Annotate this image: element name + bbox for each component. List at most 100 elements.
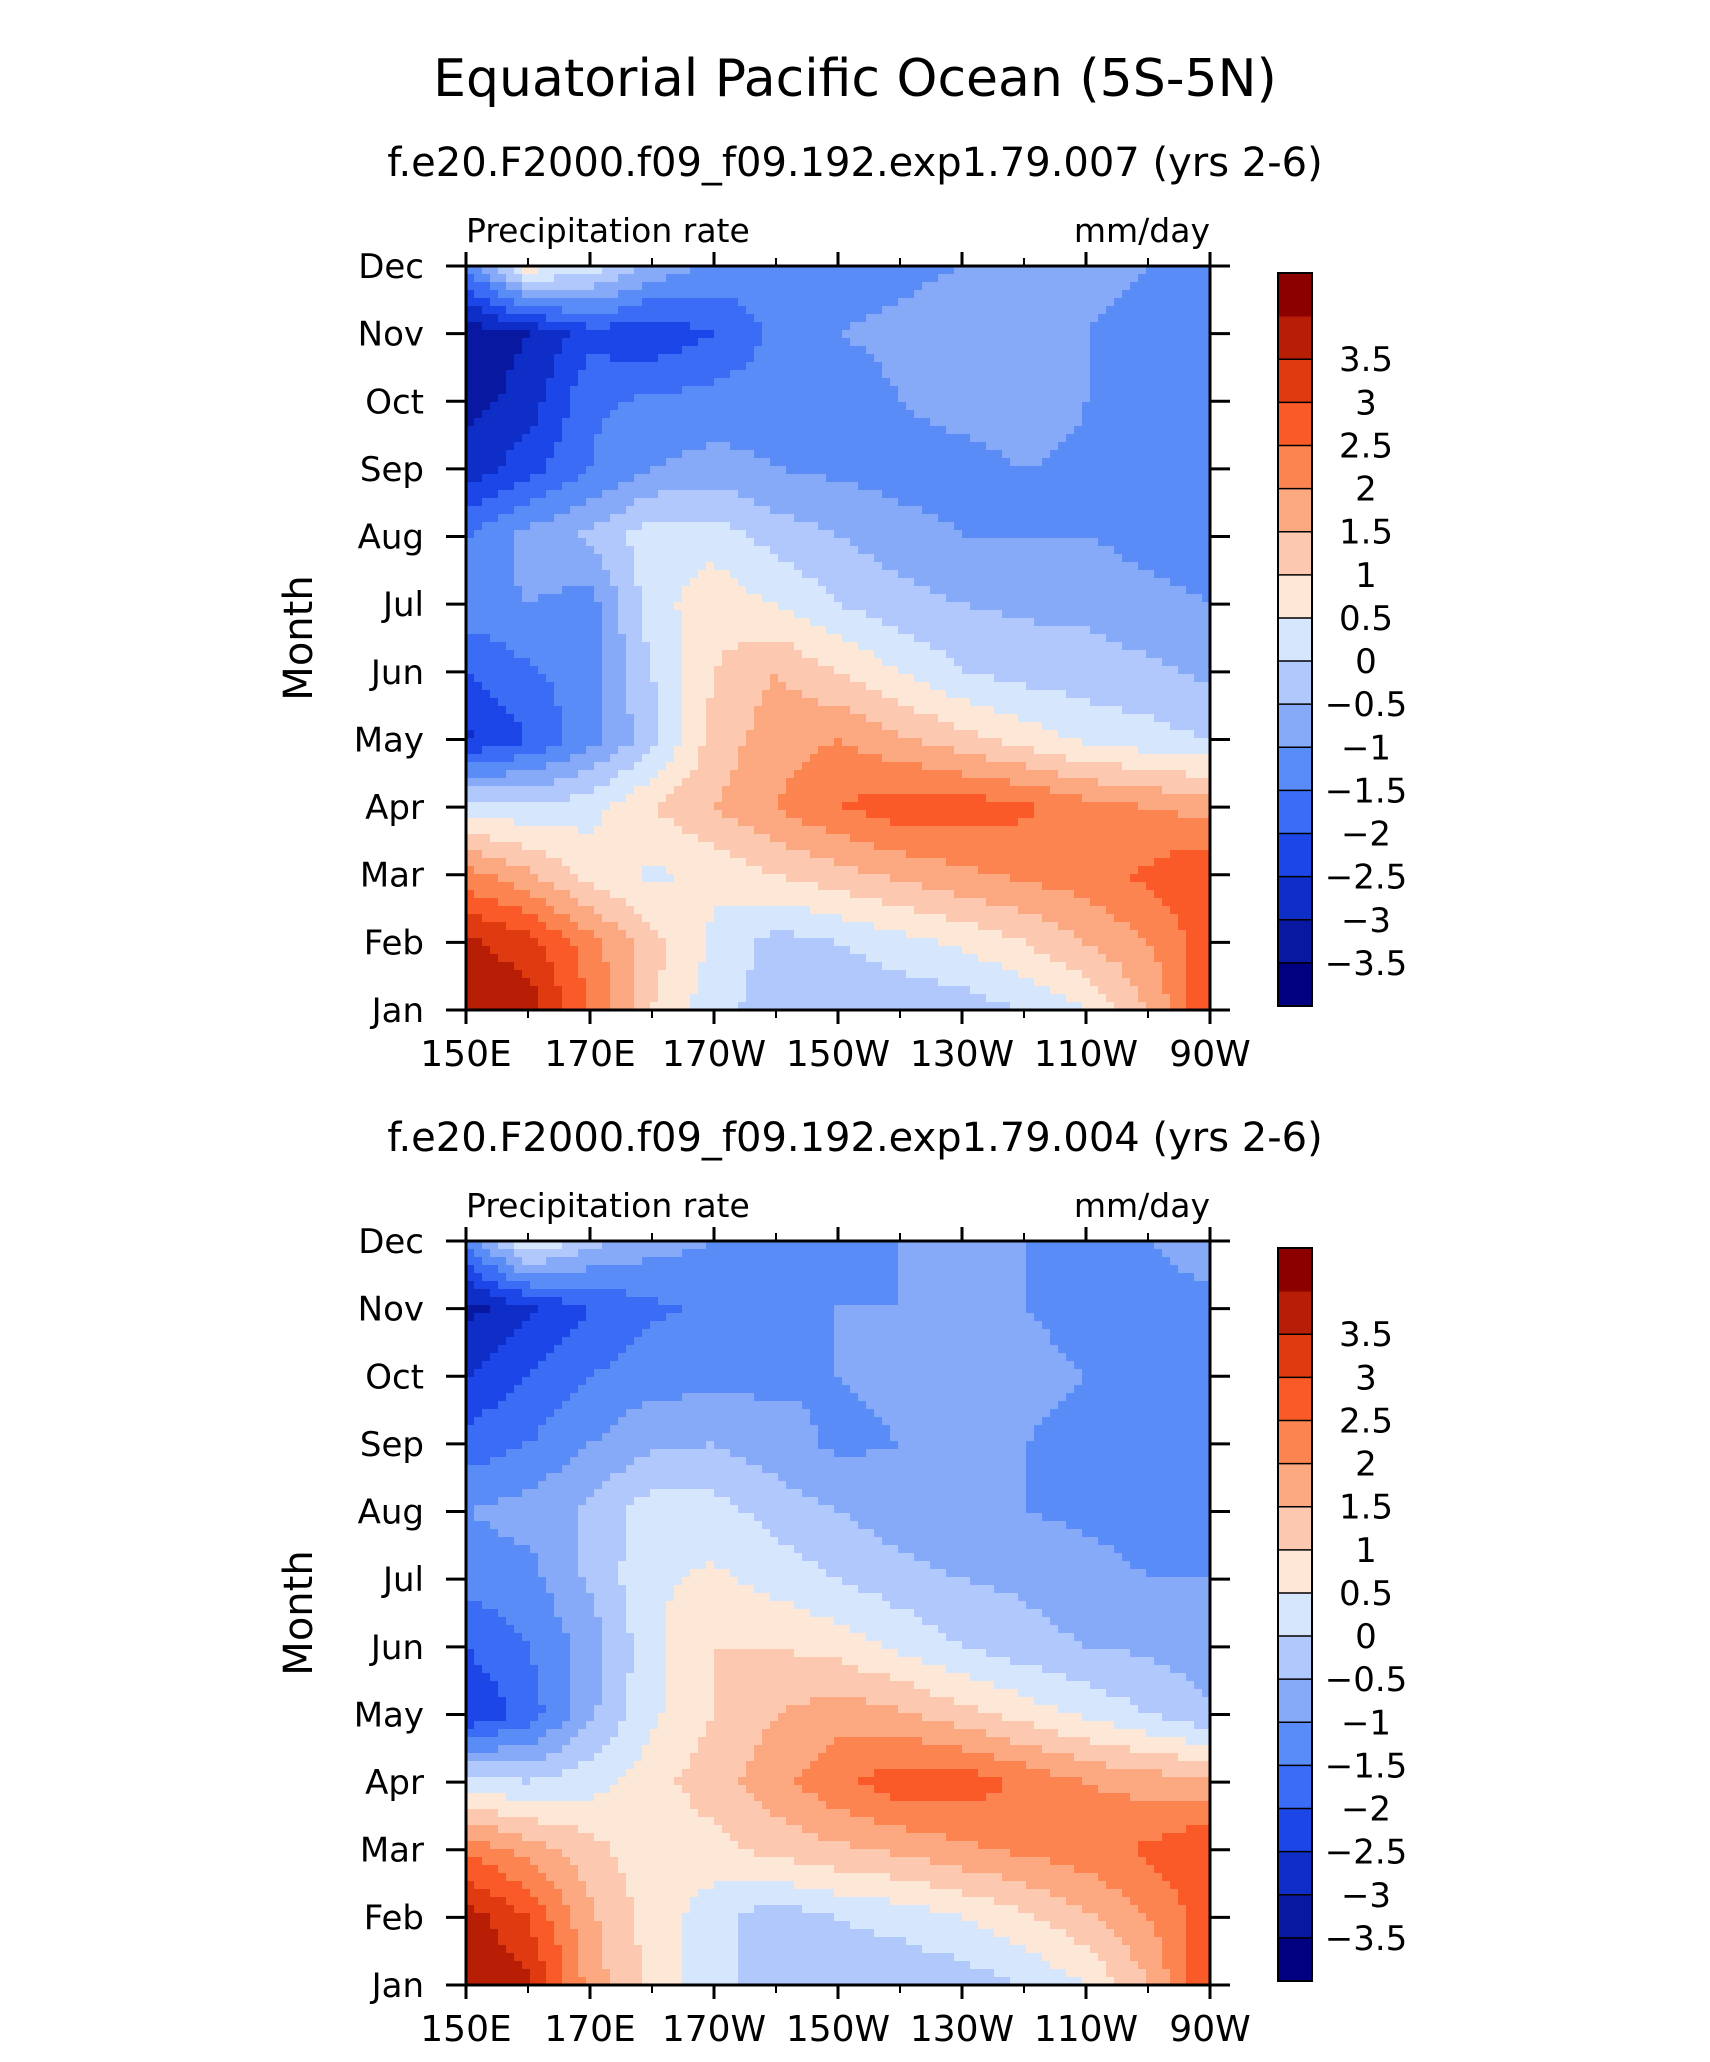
contour-cell — [746, 522, 755, 531]
contour-cell — [914, 274, 923, 283]
contour-cell — [1034, 546, 1043, 555]
contour-cell — [490, 386, 499, 395]
contour-cell — [1026, 442, 1035, 451]
contour-cell — [922, 394, 931, 403]
contour-cell — [874, 650, 883, 659]
contour-cell — [866, 354, 875, 363]
contour-cell — [1074, 362, 1083, 371]
contour-cell — [866, 282, 875, 291]
contour-cell — [906, 346, 915, 355]
contour-cell — [698, 482, 707, 491]
contour-cell — [546, 642, 555, 651]
contour-cell — [738, 402, 747, 411]
contour-cell — [722, 586, 731, 595]
contour-cell — [1074, 514, 1083, 523]
contour-cell — [554, 322, 563, 331]
contour-cell — [1202, 282, 1210, 291]
contour-cell — [874, 514, 883, 523]
contour-cell — [930, 650, 939, 659]
contour-cell — [850, 602, 859, 611]
contour-cell — [730, 426, 739, 435]
contour-cell — [834, 666, 843, 675]
contour-cell — [1034, 570, 1043, 579]
contour-cell — [858, 602, 867, 611]
contour-cell — [1026, 322, 1035, 331]
contour-cell — [962, 490, 971, 499]
contour-cell — [466, 482, 475, 491]
contour-cell — [586, 322, 595, 331]
contour-cell — [546, 538, 555, 547]
contour-cell — [890, 394, 899, 403]
contour-cell — [658, 266, 667, 275]
contour-cell — [906, 562, 915, 571]
contour-cell — [802, 410, 811, 419]
contour-cell — [1170, 490, 1179, 499]
contour-cell — [1138, 666, 1147, 675]
contour-cell — [562, 498, 571, 507]
contour-cell — [522, 482, 531, 491]
contour-cell — [906, 682, 915, 691]
contour-cell — [866, 650, 875, 659]
contour-cell — [1066, 282, 1075, 291]
contour-cell — [1106, 274, 1115, 283]
contour-cell — [834, 482, 843, 491]
contour-cell — [986, 674, 995, 683]
contour-cell — [794, 658, 803, 667]
contour-cell — [754, 418, 763, 427]
contour-cell — [1074, 434, 1083, 443]
contour-cell — [946, 682, 955, 691]
contour-cell — [922, 570, 931, 579]
contour-cell — [1106, 626, 1115, 635]
contour-cell — [970, 482, 979, 491]
contour-cell — [1066, 354, 1075, 363]
contour-cell — [834, 522, 843, 531]
contour-cell — [826, 666, 835, 675]
contour-cell — [1114, 546, 1123, 555]
contour-cell — [1106, 378, 1115, 387]
contour-cell — [642, 402, 651, 411]
contour-cell — [490, 522, 499, 531]
contour-cell — [858, 466, 867, 475]
contour-cell — [706, 530, 715, 539]
contour-cell — [586, 306, 595, 315]
contour-cell — [738, 426, 747, 435]
contour-cell — [538, 314, 547, 323]
contour-cell — [562, 682, 571, 691]
contour-cell — [810, 634, 819, 643]
contour-cell — [1066, 402, 1075, 411]
contour-cell — [786, 426, 795, 435]
contour-cell — [498, 362, 507, 371]
contour-cell — [794, 546, 803, 555]
contour-cell — [994, 306, 1003, 315]
contour-cell — [610, 538, 619, 547]
contour-cell — [586, 642, 595, 651]
contour-cell — [754, 426, 763, 435]
contour-cell — [690, 458, 699, 467]
contour-cell — [738, 466, 747, 475]
contour-cell — [498, 578, 507, 587]
contour-cell — [706, 586, 715, 595]
contour-cell — [978, 482, 987, 491]
contour-cell — [1010, 354, 1019, 363]
contour-cell — [610, 282, 619, 291]
contour-cell — [1010, 578, 1019, 587]
contour-cell — [642, 314, 651, 323]
contour-cell — [554, 266, 563, 275]
contour-cell — [882, 274, 891, 283]
contour-cell — [922, 498, 931, 507]
contour-cell — [690, 498, 699, 507]
contour-cell — [602, 546, 611, 555]
contour-cell — [1162, 498, 1171, 507]
contour-cell — [1194, 322, 1203, 331]
contour-cell — [698, 666, 707, 675]
contour-cell — [754, 282, 763, 291]
contour-cell — [1170, 466, 1179, 475]
contour-cell — [898, 682, 907, 691]
contour-cell — [538, 530, 547, 539]
contour-cell — [626, 386, 635, 395]
contour-cell — [1082, 362, 1091, 371]
contour-cell — [642, 538, 651, 547]
contour-cell — [626, 418, 635, 427]
contour-cell — [978, 578, 987, 587]
contour-cell — [610, 610, 619, 619]
